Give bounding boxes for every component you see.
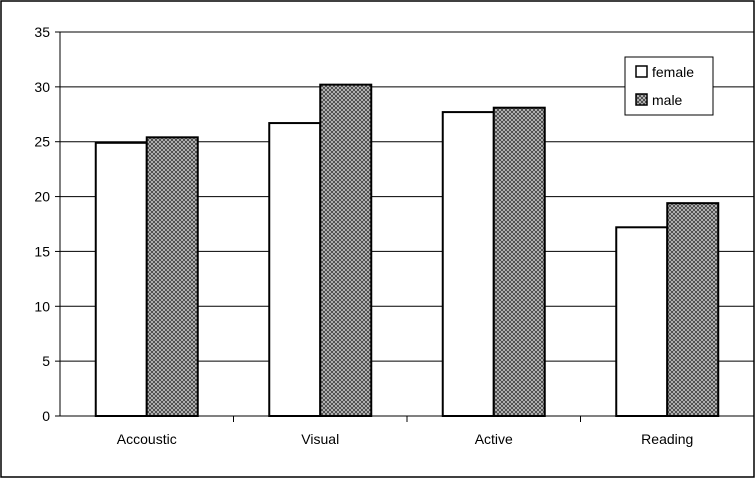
- bar-male-active: [492, 106, 546, 418]
- bar-female-active: [441, 111, 495, 417]
- x-tick-label-visual: Visual: [301, 431, 339, 447]
- legend: female male: [624, 56, 714, 116]
- y-tick-label-10: 10: [34, 298, 50, 314]
- y-tick-label-5: 5: [42, 353, 50, 369]
- y-tick-label-35: 35: [34, 24, 50, 40]
- legend-label-female: female: [652, 64, 694, 80]
- y-tick-label-25: 25: [34, 134, 50, 150]
- bar-male-accoustic: [145, 136, 199, 417]
- bar-female-accoustic: [94, 141, 148, 417]
- bar-female-visual: [268, 122, 322, 417]
- y-tick-label-15: 15: [34, 243, 50, 259]
- y-tick-label-0: 0: [42, 408, 50, 424]
- legend-label-male: male: [652, 92, 683, 108]
- bars: [94, 83, 720, 418]
- legend-swatch-female: [635, 65, 648, 78]
- bar-male-visual: [319, 83, 373, 417]
- tick-labels: 0 5 10 15 20 25 30 35 Accoustic Visual Active Readi…: [34, 24, 693, 447]
- bar-female-reading: [615, 226, 669, 417]
- y-tick-label-20: 20: [34, 189, 50, 205]
- y-tick-label-30: 30: [34, 79, 50, 95]
- x-tick-label-active: Active: [475, 431, 513, 447]
- bar-male-reading: [666, 202, 720, 417]
- legend-swatch-male: [635, 93, 648, 106]
- x-tick-label-accoustic: Accoustic: [117, 431, 177, 447]
- x-tick-label-reading: Reading: [641, 431, 693, 447]
